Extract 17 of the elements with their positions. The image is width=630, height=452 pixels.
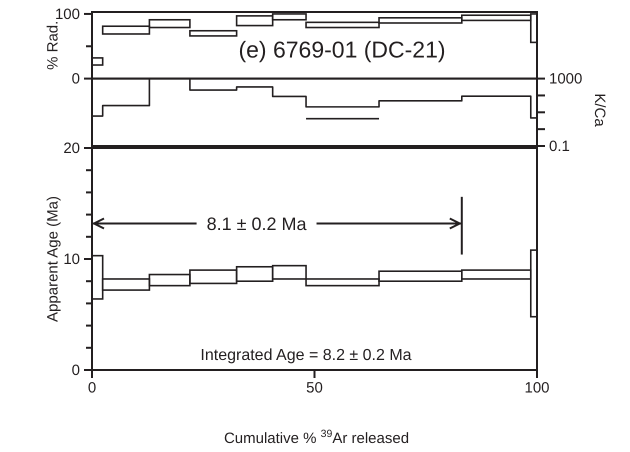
annotation: Integrated Age = 8.2 ± 0.2 Ma: [200, 347, 412, 364]
x-tick-label: 100: [524, 380, 550, 397]
y-tick-label: 0: [72, 70, 80, 88]
y-tick-label: 10: [63, 250, 80, 268]
y-tick-label: 1000: [549, 70, 582, 88]
y-axis-title: K/Ca: [590, 93, 608, 128]
annotation: (e) 6769-01 (DC-21): [238, 36, 446, 62]
y-tick-label: 0.1: [549, 138, 570, 155]
x-tick-label: 0: [88, 380, 96, 397]
y-axis-title: % Rad.: [44, 20, 62, 70]
x-tick-label: 50: [306, 380, 323, 397]
x-axis-title: Cumulative % $^{39}$Ar released: [224, 428, 410, 447]
y-tick-label: 20: [63, 140, 80, 157]
y-tick-label: 100: [54, 6, 80, 23]
y-tick-label: 0: [72, 362, 80, 379]
annotation: 8.1 ± 0.2 Ma: [206, 214, 308, 234]
y-axis-title: Apparent Age (Ma): [44, 196, 62, 322]
